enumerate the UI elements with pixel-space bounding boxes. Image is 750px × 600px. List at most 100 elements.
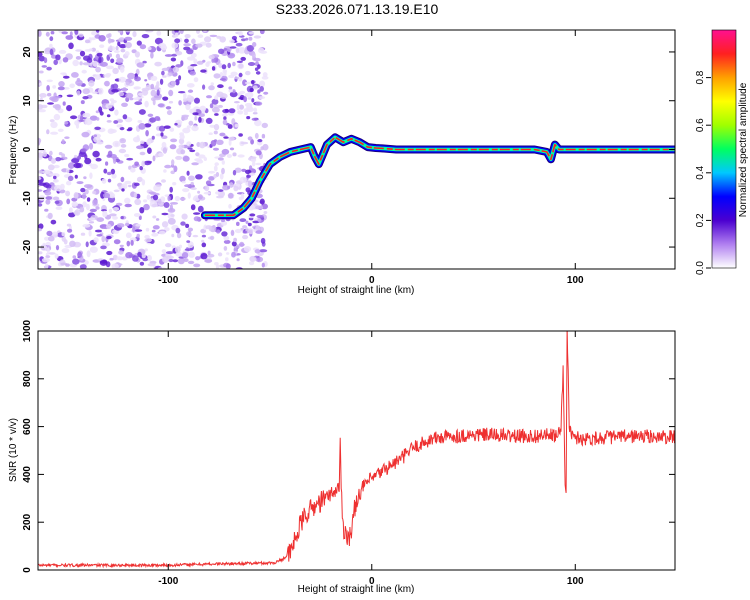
- noise-speck: [195, 256, 201, 261]
- noise-speck: [198, 113, 205, 117]
- noise-speck: [101, 178, 107, 184]
- noise-speck: [156, 30, 162, 36]
- noise-speck: [106, 33, 111, 39]
- noise-speck: [54, 253, 59, 259]
- noise-speck: [38, 55, 45, 62]
- noise-speck: [173, 165, 178, 173]
- noise-speck: [261, 262, 265, 268]
- noise-speck: [192, 196, 200, 202]
- noise-speck: [144, 79, 148, 82]
- noise-speck: [145, 227, 150, 232]
- noise-speck: [232, 152, 237, 157]
- noise-speck: [38, 203, 43, 207]
- noise-speck: [215, 172, 220, 177]
- noise-speck: [119, 244, 124, 248]
- noise-speck: [110, 58, 115, 64]
- noise-speck: [41, 257, 51, 263]
- noise-speck: [112, 157, 117, 164]
- noise-speck: [52, 196, 60, 201]
- noise-speck: [227, 185, 231, 190]
- noise-speck: [253, 35, 262, 39]
- noise-speck: [136, 176, 143, 183]
- noise-speck: [240, 141, 249, 145]
- noise-speck: [96, 217, 105, 223]
- noise-speck: [188, 251, 195, 258]
- noise-speck: [39, 93, 47, 98]
- noise-speck: [196, 60, 204, 65]
- noise-speck: [134, 161, 140, 166]
- noise-speck: [57, 86, 65, 91]
- noise-speck: [175, 227, 181, 234]
- noise-speck: [91, 91, 98, 94]
- noise-speck: [136, 145, 144, 150]
- noise-speck: [73, 162, 82, 169]
- noise-speck: [255, 150, 262, 156]
- noise-speck: [171, 42, 179, 49]
- noise-speck: [203, 191, 211, 195]
- noise-speck: [194, 116, 198, 121]
- noise-speck: [53, 175, 57, 180]
- noise-speck: [44, 236, 50, 241]
- noise-speck: [47, 212, 53, 220]
- noise-speck: [181, 114, 190, 118]
- noise-speck: [113, 239, 121, 245]
- noise-speck: [118, 148, 127, 154]
- noise-speck: [146, 160, 153, 164]
- noise-speck: [50, 31, 55, 35]
- noise-speck: [107, 150, 113, 157]
- noise-speck: [50, 219, 57, 225]
- noise-speck: [246, 45, 254, 52]
- noise-speck: [44, 190, 52, 196]
- noise-speck: [69, 83, 75, 89]
- noise-speck: [75, 79, 83, 86]
- noise-speck: [169, 127, 175, 132]
- noise-speck: [170, 80, 176, 86]
- noise-speck: [113, 120, 119, 124]
- noise-speck: [65, 263, 70, 267]
- noise-speck: [159, 78, 164, 85]
- noise-speck: [213, 130, 218, 135]
- noise-speck: [117, 119, 124, 123]
- noise-speck: [208, 132, 213, 135]
- x-tick-label: -100: [158, 275, 178, 286]
- noise-speck: [45, 199, 51, 205]
- noise-speck: [138, 92, 144, 96]
- noise-speck: [195, 43, 203, 48]
- noise-speck: [230, 229, 235, 236]
- noise-speck: [75, 56, 81, 60]
- noise-speck: [46, 85, 50, 92]
- noise-speck: [246, 116, 251, 120]
- noise-speck: [94, 126, 101, 130]
- noise-speck: [105, 161, 109, 166]
- noise-speck: [69, 240, 76, 247]
- noise-speck: [178, 138, 185, 145]
- noise-speck: [187, 89, 194, 93]
- noise-speck: [74, 174, 78, 179]
- noise-speck: [151, 232, 159, 237]
- ridge-core: [204, 136, 675, 217]
- spectrogram-xlabel: Height of straight line (km): [298, 285, 415, 296]
- noise-speck: [253, 107, 258, 113]
- noise-speck: [256, 214, 264, 218]
- noise-speck: [155, 153, 159, 158]
- noise-speck: [122, 114, 128, 120]
- noise-speck: [99, 44, 105, 48]
- noise-speck: [114, 109, 119, 116]
- noise-speck: [208, 170, 216, 174]
- noise-speck: [255, 230, 263, 234]
- noise-speck: [116, 223, 125, 228]
- noise-speck: [78, 33, 84, 38]
- noise-speck: [200, 69, 207, 73]
- noise-speck: [211, 66, 216, 71]
- noise-speck: [247, 180, 253, 188]
- noise-speck: [255, 205, 264, 210]
- noise-speck: [226, 252, 230, 255]
- noise-speck: [112, 83, 119, 90]
- noise-speck: [69, 31, 73, 37]
- noise-speck: [135, 223, 141, 227]
- noise-speck: [178, 75, 182, 81]
- noise-speck: [205, 62, 210, 67]
- noise-speck: [106, 114, 111, 118]
- noise-speck: [263, 211, 268, 214]
- noise-speck: [62, 156, 68, 160]
